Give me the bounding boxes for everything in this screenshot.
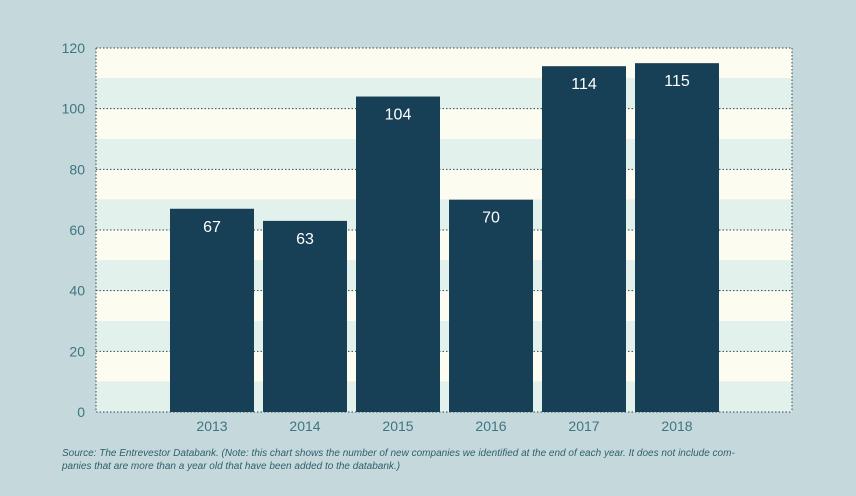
bar-value-labels: 67 63 104 70 114 115 [203, 73, 690, 248]
y-tick-label-40: 40 [69, 283, 85, 299]
y-axis-tick-labels: 0 20 40 60 80 100 120 [62, 40, 86, 420]
y-tick-label-20: 20 [69, 343, 85, 359]
bar-value-label-2015: 104 [385, 107, 412, 124]
bars [170, 63, 719, 413]
bar-value-label-2017: 114 [571, 76, 597, 93]
x-tick-label-2014: 2014 [289, 418, 320, 434]
x-tick-label-2018: 2018 [661, 418, 692, 434]
x-tick-label-2016: 2016 [475, 418, 506, 434]
bar-value-label-2018: 115 [664, 73, 690, 90]
y-tick-label-60: 60 [69, 222, 85, 238]
bar-2014 [263, 220, 347, 412]
x-tick-label-2013: 2013 [196, 418, 227, 434]
bar-2017 [542, 66, 626, 412]
y-tick-label-80: 80 [69, 161, 85, 177]
y-tick-label-120: 120 [62, 40, 86, 56]
x-tick-label-2015: 2015 [382, 418, 413, 434]
bar-value-label-2013: 67 [203, 219, 221, 236]
bar-value-label-2016: 70 [482, 210, 500, 227]
bar-2013 [170, 208, 254, 412]
bar-2016 [449, 199, 533, 412]
bar-value-label-2014: 63 [296, 231, 314, 248]
source-note: Source: The Entrevestor Databank. (Note:… [62, 448, 735, 472]
bar-2018 [635, 63, 719, 413]
y-tick-label-0: 0 [77, 404, 85, 420]
x-axis-tick-labels: 2013 2014 2015 2016 2017 2018 [196, 418, 692, 434]
y-tick-label-100: 100 [62, 101, 86, 117]
bar-2015 [356, 96, 440, 413]
x-tick-label-2017: 2017 [568, 418, 599, 434]
